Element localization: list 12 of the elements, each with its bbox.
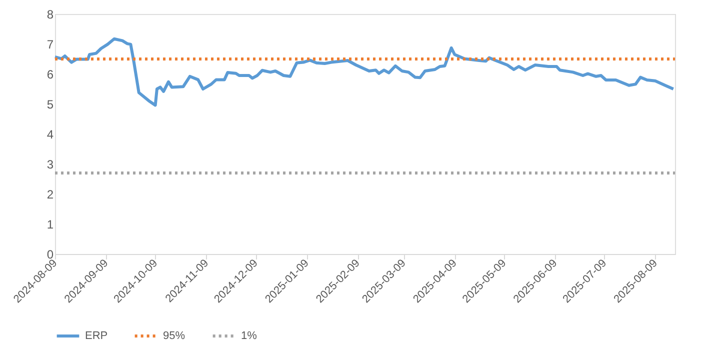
- y-tick-label: 8: [46, 8, 54, 22]
- y-tick-label: 7: [46, 38, 54, 52]
- line-series: [54, 37, 675, 107]
- legend-label: ERP: [85, 330, 108, 342]
- y-tick-label: 6: [46, 68, 54, 82]
- y-tick-label: 2: [46, 188, 54, 202]
- y-tick-label: 4: [46, 128, 54, 142]
- legend-label: 95%: [163, 330, 186, 342]
- y-tick-label: 5: [46, 98, 54, 112]
- y-tick-label: 1: [46, 218, 54, 232]
- legend-label: 1%: [241, 330, 258, 342]
- y-tick-label: 3: [46, 158, 54, 172]
